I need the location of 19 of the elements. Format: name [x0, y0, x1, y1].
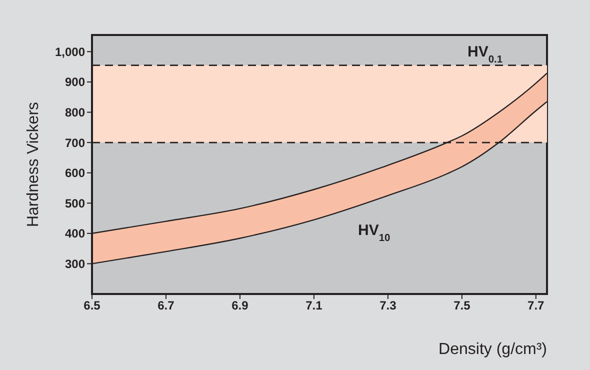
y-tick-label: 800	[64, 106, 86, 120]
x-tick-label: 6.5	[84, 298, 101, 313]
band-label: HV$_{0.1}$	[467, 43, 503, 65]
x-axis-title: Density (g/cm³)	[438, 341, 547, 358]
y-axis-title: Hardness Vickers	[25, 102, 42, 228]
y-tick-label: 400	[64, 226, 86, 241]
x-tick-label: 6.9	[232, 298, 249, 313]
y-tick-label: 700	[64, 136, 86, 150]
y-tick-label: 900	[64, 75, 86, 90]
x-tick-label: 7.1	[306, 298, 323, 313]
annotation: HV$_{10}$	[358, 222, 391, 244]
x-tick-label: 7.3	[380, 298, 397, 313]
y-tick-label: 600	[64, 166, 86, 180]
x-tick-label: 6.7	[158, 298, 175, 313]
y-tick-label: 500	[64, 196, 86, 210]
y-tick-label: 300	[64, 256, 86, 271]
x-tick-label: 7.5	[454, 298, 471, 313]
x-tick-label: 7.7	[528, 298, 545, 313]
y-tick-label: 1,000	[54, 44, 86, 59]
